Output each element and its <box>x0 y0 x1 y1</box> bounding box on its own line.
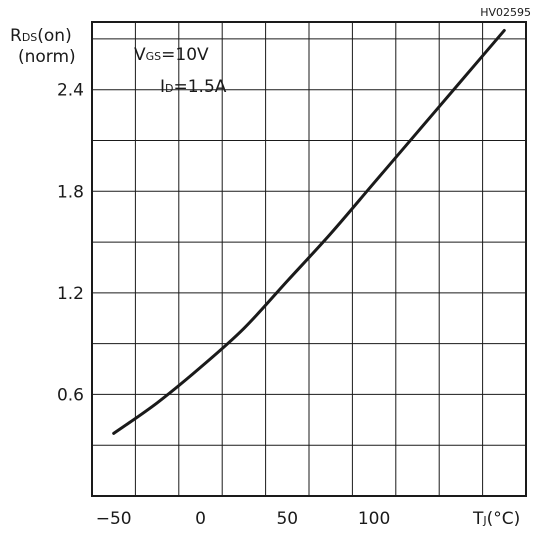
x-tick-label: −50 <box>96 509 132 529</box>
x-tick-label: 0 <box>195 509 206 529</box>
chart-code: HV02595 <box>480 6 531 19</box>
y-tick-label: 1.2 <box>57 284 84 304</box>
x-tick-label: 50 <box>276 509 298 529</box>
plot-frame <box>91 21 527 497</box>
y-axis-label-unit: (norm) <box>18 47 76 67</box>
annotation-vgs: VGS=10V <box>134 45 209 65</box>
x-axis-label: TJ(°C) <box>472 509 520 529</box>
x-tick-label: 100 <box>358 509 390 529</box>
tick-layer: −50 0 50 100 0.6 1.2 1.8 2.4 <box>57 81 390 529</box>
y-tick-label: 1.8 <box>57 182 84 202</box>
annotation-id: ID=1.5A <box>160 77 227 97</box>
grid <box>92 22 526 496</box>
series-layer <box>112 28 506 435</box>
y-tick-label: 2.4 <box>57 81 84 101</box>
y-tick-label: 0.6 <box>57 385 84 405</box>
series-line-0 <box>112 28 506 435</box>
y-axis-label: RDS(on) <box>10 26 72 46</box>
